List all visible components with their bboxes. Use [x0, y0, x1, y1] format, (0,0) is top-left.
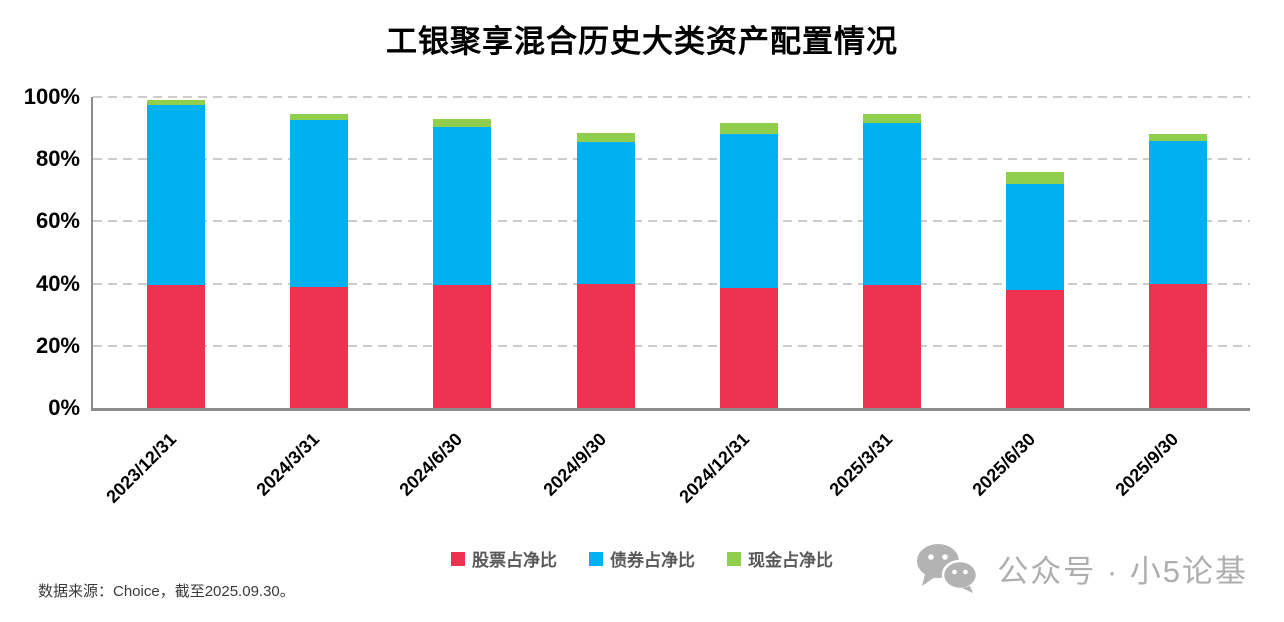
chart-legend: 股票占净比 债券占净比 现金占净比: [0, 546, 1284, 571]
bar-segment-cash: [433, 118, 492, 127]
bar-segment-cash: [576, 132, 635, 143]
bar-segment-stock: [1006, 289, 1065, 408]
gridline-60: [93, 220, 1250, 223]
legend-label-cash: 现金占净比: [748, 551, 833, 570]
legend-swatch-cash: [727, 551, 741, 566]
bar-segment-bond: [1006, 184, 1065, 290]
bar-stack-2024/3/31: [290, 114, 349, 408]
x-tick-2025/6/30: 2025/6/30: [968, 429, 1040, 500]
bar-segment-stock: [147, 285, 205, 408]
y-tick-40%: 40%: [35, 270, 80, 296]
bar-segment-stock: [719, 288, 778, 408]
x-tick-2024/9/30: 2024/9/30: [538, 429, 610, 500]
bar-segment-stock: [576, 283, 635, 408]
plot-area: [91, 96, 1250, 411]
y-tick-100%: 100%: [23, 84, 80, 109]
bar-segment-stock: [863, 285, 921, 408]
bar-segment-cash: [863, 114, 921, 124]
bar-segment-bond: [1149, 140, 1208, 284]
legend-item-stock: 股票占净比: [451, 546, 557, 571]
bar-segment-cash: [1149, 134, 1208, 141]
legend-swatch-bond: [589, 551, 603, 566]
bar-stack-2024/12/31: [719, 123, 778, 408]
legend-label-stock: 股票占净比: [472, 551, 557, 570]
watermark-text: 公众号 · 小5论基: [997, 553, 1248, 589]
bar-segment-bond: [433, 126, 492, 286]
legend-item-bond: 债券占净比: [589, 546, 695, 571]
y-tick-80%: 80%: [35, 146, 80, 172]
bar-segment-stock: [1149, 283, 1208, 408]
bar-stack-2024/6/30: [433, 118, 492, 408]
bar-segment-bond: [863, 123, 921, 286]
chart-title: 工银聚享混合历史大类资产配置情况: [386, 24, 898, 59]
bar-segment-bond: [290, 120, 349, 287]
bar-stack-2023/12/31: [147, 100, 205, 408]
bar-segment-stock: [290, 286, 349, 408]
legend-swatch-stock: [451, 551, 465, 566]
bar-stack-2025/6/30: [1006, 171, 1065, 408]
gridline-80: [93, 158, 1250, 161]
gridline-40: [93, 282, 1250, 285]
gridline-20: [93, 344, 1250, 347]
bar-stack-2024/9/30: [576, 132, 635, 408]
legend-item-cash: 现金占净比: [727, 546, 833, 571]
bar-stack-2025/3/31: [863, 114, 921, 408]
bar-segment-cash: [719, 123, 778, 135]
y-tick-0%: 0%: [48, 395, 80, 420]
watermark: 公众号 · 小5论基: [915, 542, 1248, 594]
bar-segment-cash: [147, 100, 205, 105]
x-tick-2023/12/31: 2023/12/31: [102, 429, 181, 507]
x-tick-2024/3/31: 2024/3/31: [252, 429, 324, 500]
x-tick-2024/6/30: 2024/6/30: [395, 429, 467, 500]
legend-label-bond: 债券占净比: [610, 551, 695, 570]
x-tick-2025/9/30: 2025/9/30: [1111, 429, 1183, 500]
bar-segment-bond: [147, 104, 205, 286]
y-tick-60%: 60%: [35, 208, 80, 234]
x-tick-2025/3/31: 2025/3/31: [825, 429, 897, 500]
bar-segment-cash: [290, 114, 349, 121]
bar-segment-cash: [1006, 171, 1065, 185]
bar-segment-stock: [433, 285, 492, 408]
data-source-note: 数据来源：Choice，截至2025.09.30。: [38, 583, 295, 600]
bar-segment-bond: [719, 134, 778, 289]
y-axis-labels: 0% 20% 40% 60% 80% 100%: [0, 86, 80, 419]
gridline-100: [93, 96, 1250, 98]
wechat-icon: [915, 542, 981, 594]
bar-segment-bond: [576, 142, 635, 284]
x-tick-2024/12/31: 2024/12/31: [675, 429, 753, 507]
bar-stack-2025/9/30: [1149, 134, 1208, 408]
y-tick-20%: 20%: [35, 332, 80, 358]
